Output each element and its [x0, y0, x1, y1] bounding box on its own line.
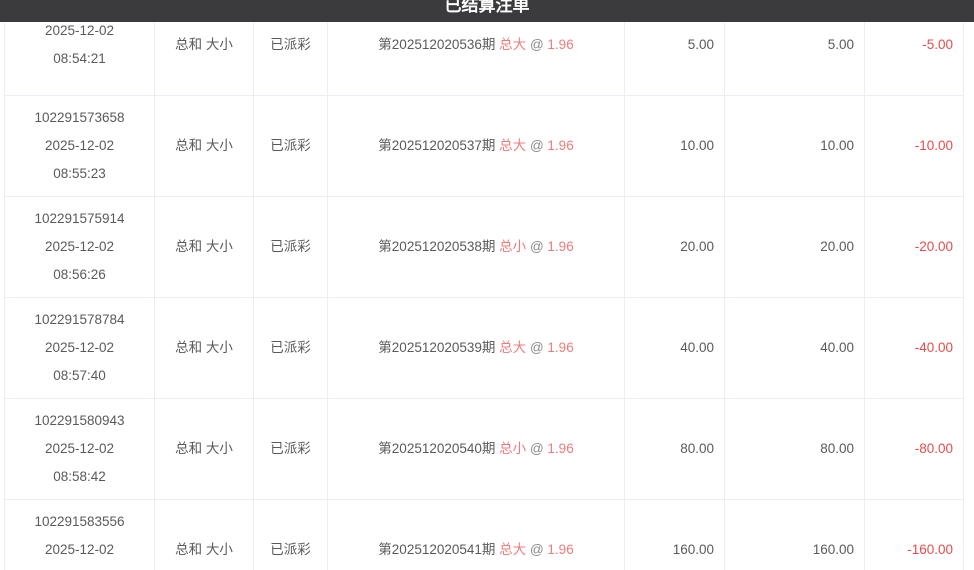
cell-valid-amount: 10.00: [724, 95, 865, 197]
odds-separator: @: [529, 138, 544, 153]
status-badge: 已派彩: [253, 95, 328, 197]
cell-bet-amount: 40.00: [624, 297, 725, 399]
status-badge: 已派彩: [253, 398, 328, 500]
cell-valid-amount: 80.00: [724, 398, 865, 500]
cell-bet-time: 102291575914 2025-12-02 08:56:26: [4, 196, 155, 298]
odds-separator: @: [529, 542, 544, 557]
cell-bet-detail: 第202512020538期 总小 @ 1.96: [327, 196, 625, 298]
status-badge: 已派彩: [253, 499, 328, 570]
bet-selection: 总大: [499, 37, 527, 52]
cell-result-amount: -10.00: [864, 95, 964, 197]
bet-odds: 1.96: [547, 340, 574, 355]
issue-number: 第202512020538期: [378, 239, 496, 254]
bet-selection: 总大: [499, 138, 527, 153]
bet-selection: 总小: [499, 239, 527, 254]
bet-time: 08:55:23: [53, 166, 106, 181]
bet-odds: 1.96: [547, 37, 574, 52]
bet-date: 2025-12-02: [44, 23, 115, 38]
issue-number: 第202512020539期: [378, 340, 496, 355]
cell-play-type: 总和 大小: [154, 196, 254, 298]
cell-valid-amount: 20.00: [724, 196, 865, 298]
table-row[interactable]: 2025-12-02 08:54:21 总和 大小 已派彩 第202512020536期…: [4, 22, 964, 96]
cell-play-type: 总和 大小: [154, 297, 254, 399]
bets-table-body: 2025-12-02 08:54:21 总和 大小 已派彩 第202512020536期…: [4, 22, 964, 570]
bet-odds: 1.96: [547, 441, 574, 456]
bet-id: 102291583556: [34, 514, 125, 529]
cell-bet-amount: 5.00: [624, 22, 725, 96]
cell-result-amount: -20.00: [864, 196, 964, 298]
cell-result-amount: -80.00: [864, 398, 964, 500]
cell-bet-time: 102291578784 2025-12-02 08:57:40: [4, 297, 155, 399]
bet-date: 2025-12-02: [44, 441, 115, 456]
cell-play-type: 总和 大小: [154, 22, 254, 96]
cell-bet-amount: 20.00: [624, 196, 725, 298]
cell-bet-detail: 第202512020540期 总小 @ 1.96: [327, 398, 625, 500]
cell-valid-amount: 5.00: [724, 22, 865, 96]
cell-bet-detail: 第202512020539期 总大 @ 1.96: [327, 297, 625, 399]
cell-bet-amount: 160.00: [624, 499, 725, 570]
bet-date: 2025-12-02: [44, 239, 115, 254]
bet-odds: 1.96: [547, 239, 574, 254]
cell-bet-detail: 第202512020536期 总大 @ 1.96: [327, 22, 625, 96]
bet-id: 102291575914: [34, 211, 125, 226]
bet-time: 08:56:26: [53, 267, 106, 282]
cell-bet-time: 102291580943 2025-12-02 08:58:42: [4, 398, 155, 500]
bet-date: 2025-12-02: [44, 340, 115, 355]
status-badge: 已派彩: [253, 297, 328, 399]
bets-table-scroll-area[interactable]: 2025-12-02 08:54:21 总和 大小 已派彩 第202512020536期…: [0, 22, 974, 570]
cell-play-type: 总和 大小: [154, 499, 254, 570]
bet-odds: 1.96: [547, 138, 574, 153]
cell-result-amount: -160.00: [864, 499, 964, 570]
odds-separator: @: [529, 340, 544, 355]
status-badge: 已派彩: [253, 22, 328, 96]
bet-time: 08:59:45: [15, 564, 144, 570]
page-header: 已结算注单: [0, 0, 974, 22]
odds-separator: @: [529, 37, 544, 52]
bet-id: 102291580943: [34, 413, 125, 428]
status-badge: 已派彩: [253, 196, 328, 298]
issue-number: 第202512020540期: [378, 441, 496, 456]
issue-number: 第202512020537期: [378, 138, 496, 153]
bet-id: 102291578784: [34, 312, 125, 327]
bet-selection: 总大: [499, 340, 527, 355]
bet-id: 102291573658: [34, 110, 125, 125]
page-title: 已结算注单: [444, 0, 530, 15]
bet-time: 08:57:40: [53, 368, 106, 383]
cell-bet-time: 102291573658 2025-12-02 08:55:23: [4, 95, 155, 197]
cell-bet-time: 102291583556 2025-12-02 08:59:45: [4, 499, 155, 570]
bets-table: 2025-12-02 08:54:21 总和 大小 已派彩 第202512020536期…: [4, 22, 964, 570]
odds-separator: @: [529, 441, 544, 456]
bet-date: 2025-12-02: [44, 138, 115, 153]
bet-selection: 总大: [499, 542, 527, 557]
table-row[interactable]: 102291580943 2025-12-02 08:58:42 总和 大小 已派彩 第2…: [4, 398, 964, 500]
cell-bet-time: 2025-12-02 08:54:21: [4, 22, 155, 96]
cell-bet-amount: 80.00: [624, 398, 725, 500]
issue-number: 第202512020541期: [378, 542, 496, 557]
table-row[interactable]: 102291575914 2025-12-02 08:56:26 总和 大小 已派彩 第2…: [4, 196, 964, 298]
cell-valid-amount: 40.00: [724, 297, 865, 399]
bet-odds: 1.96: [547, 542, 574, 557]
bet-selection: 总小: [499, 441, 527, 456]
cell-bet-detail: 第202512020541期 总大 @ 1.96: [327, 499, 625, 570]
cell-valid-amount: 160.00: [724, 499, 865, 570]
cell-bet-amount: 10.00: [624, 95, 725, 197]
cell-play-type: 总和 大小: [154, 398, 254, 500]
table-row[interactable]: 102291578784 2025-12-02 08:57:40 总和 大小 已派彩 第2…: [4, 297, 964, 399]
cell-result-amount: -40.00: [864, 297, 964, 399]
cell-play-type: 总和 大小: [154, 95, 254, 197]
cell-bet-detail: 第202512020537期 总大 @ 1.96: [327, 95, 625, 197]
issue-number: 第202512020536期: [378, 37, 496, 52]
bet-time: 08:54:21: [53, 51, 106, 66]
bet-date: 2025-12-02: [44, 542, 115, 557]
bet-time: 08:58:42: [53, 469, 106, 484]
odds-separator: @: [529, 239, 544, 254]
cell-result-amount: -5.00: [864, 22, 964, 96]
table-row[interactable]: 102291573658 2025-12-02 08:55:23 总和 大小 已派彩 第2…: [4, 95, 964, 197]
